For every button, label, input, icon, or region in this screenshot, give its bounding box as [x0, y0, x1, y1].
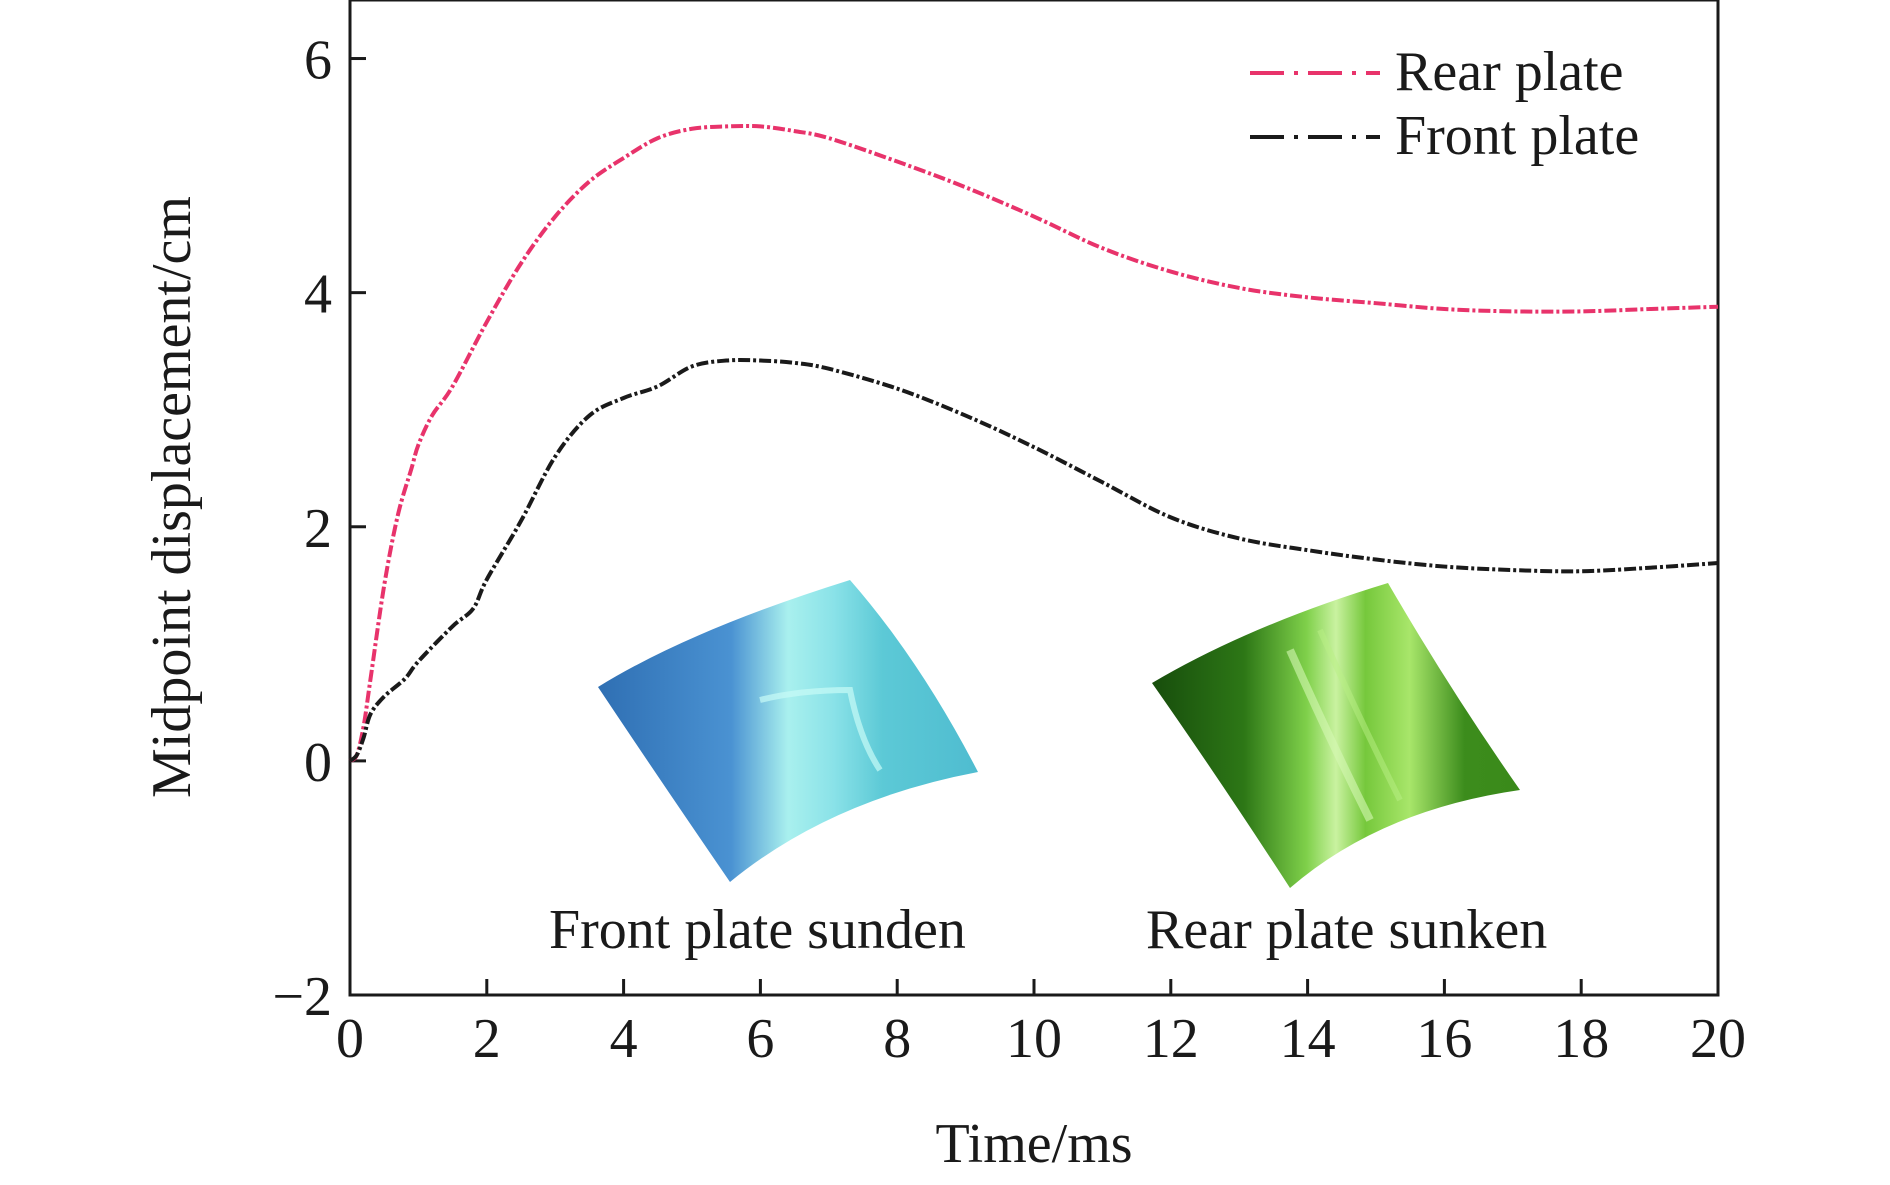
- x-tick-label: 8: [883, 1008, 911, 1070]
- x-tick-label: 0: [336, 1008, 364, 1070]
- y-tick-label: 2: [304, 498, 332, 560]
- y-tick-label: 4: [304, 264, 332, 326]
- y-tick-label: 0: [304, 732, 332, 794]
- x-tick-label: 18: [1553, 1008, 1609, 1070]
- series-line-rear-plate: [348, 123, 1719, 763]
- x-axis: 0 2 4 6 8 10 12 14 16 18 20: [336, 979, 1746, 1070]
- x-tick-label: 12: [1143, 1008, 1199, 1070]
- legend: Rear plate Front plate: [1250, 41, 1639, 167]
- x-axis-label: Time/ms: [935, 1113, 1132, 1175]
- x-tick-label: 14: [1280, 1008, 1336, 1070]
- green-deformed-plate-render: [1152, 583, 1520, 888]
- legend-label-front-plate: Front plate: [1395, 105, 1639, 167]
- blue-deformed-plate-render: [598, 580, 978, 882]
- y-axis-label: Midpoint displacement/cm: [141, 196, 203, 798]
- x-tick-label: 2: [473, 1008, 501, 1070]
- series-line-front-plate: [348, 358, 1719, 763]
- inset-rear-plate: Rear plate sunken: [1146, 583, 1547, 961]
- y-axis: −2 0 2 4 6: [272, 30, 366, 1028]
- series-layer: [348, 123, 1719, 763]
- inset-caption-front: Front plate sunden: [549, 899, 966, 961]
- x-tick-label: 6: [746, 1008, 774, 1070]
- inset-front-plate: Front plate sunden: [549, 580, 978, 961]
- x-tick-label: 20: [1690, 1008, 1746, 1070]
- legend-label-rear-plate: Rear plate: [1395, 41, 1624, 103]
- x-tick-label: 4: [610, 1008, 638, 1070]
- inset-caption-rear: Rear plate sunken: [1146, 899, 1547, 961]
- x-tick-label: 10: [1006, 1008, 1062, 1070]
- y-tick-label: 6: [304, 30, 332, 92]
- x-tick-label: 16: [1416, 1008, 1472, 1070]
- y-tick-label: −2: [272, 966, 332, 1028]
